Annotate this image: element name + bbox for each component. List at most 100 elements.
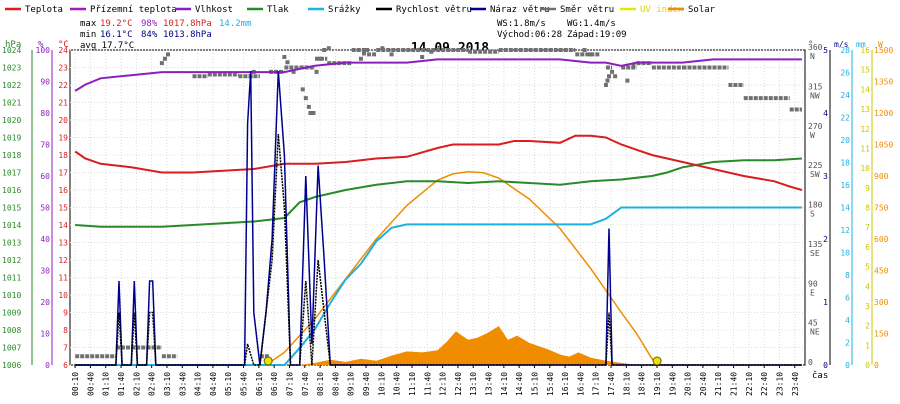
tick-mm: 14 bbox=[840, 204, 850, 213]
solar-line bbox=[75, 171, 802, 366]
x-tick-label: 11:40 bbox=[423, 372, 432, 396]
wind-dir-point bbox=[362, 51, 366, 56]
x-tick-label: 08:10 bbox=[316, 372, 325, 396]
tick-pct: 0 bbox=[45, 361, 50, 370]
stat-min-press: 1013.8hPa bbox=[163, 30, 212, 40]
x-tick-label: 05:40 bbox=[240, 372, 249, 396]
tick-mm: 4 bbox=[845, 316, 850, 325]
legend-label: Srážky bbox=[328, 5, 361, 15]
tick-mm: 22 bbox=[840, 114, 850, 123]
legend-label: UV index bbox=[640, 5, 684, 15]
tick-hpa: 1008 bbox=[2, 326, 21, 335]
tick-uv: 7 bbox=[865, 223, 870, 232]
axis-label-w: W bbox=[878, 40, 883, 49]
tick-uv: 14 bbox=[860, 85, 870, 94]
tick-pct: 80 bbox=[40, 109, 50, 118]
tick-mm: 8 bbox=[845, 271, 850, 280]
x-tick-label: 08:40 bbox=[331, 372, 340, 396]
wind-dir-point bbox=[613, 74, 618, 79]
tick-dir: 90 bbox=[808, 279, 818, 288]
x-tick-label: 15:40 bbox=[546, 372, 555, 396]
axis-label-degc: °C bbox=[58, 40, 69, 50]
tick-dir: 45 bbox=[808, 319, 818, 328]
x-tick-label: 04:10 bbox=[194, 372, 203, 396]
tick-ms: 5 bbox=[823, 46, 828, 55]
x-tick-label: 13:40 bbox=[485, 372, 494, 396]
x-tick-label: 17:10 bbox=[592, 372, 601, 396]
tick-uv: 6 bbox=[865, 243, 870, 252]
wind-dir-point bbox=[380, 46, 385, 51]
tick-hpa: 1009 bbox=[2, 309, 21, 318]
tick-w: 1200 bbox=[874, 109, 893, 118]
stat-max-hum: 98% bbox=[141, 19, 158, 29]
tick-uv: 4 bbox=[865, 282, 870, 291]
x-tick-label: 09:40 bbox=[362, 372, 371, 396]
tick-uv: 13 bbox=[860, 105, 870, 114]
tick-degc: 18 bbox=[58, 151, 68, 160]
x-tick-label: 07:10 bbox=[285, 372, 294, 396]
tick-degc: 20 bbox=[58, 116, 68, 125]
tick-w: 0 bbox=[874, 361, 879, 370]
tick-hpa: 1022 bbox=[2, 81, 21, 90]
legend-label: Náraz větru bbox=[490, 5, 550, 15]
x-tick-label: 20:40 bbox=[699, 372, 708, 396]
tick-w: 1050 bbox=[874, 141, 893, 150]
wind-dir-point bbox=[162, 56, 167, 61]
stat-min-hum: 84% bbox=[141, 30, 158, 40]
tick-hpa: 1010 bbox=[2, 291, 21, 300]
wind-dir-point bbox=[291, 69, 296, 74]
tick-uv: 8 bbox=[865, 204, 870, 213]
tick-mm: 26 bbox=[840, 69, 850, 78]
axis-label-dir: ° bbox=[808, 40, 813, 50]
wind-dir-point bbox=[582, 48, 587, 52]
wind-dir-point bbox=[607, 74, 611, 79]
tick-w: 300 bbox=[874, 298, 889, 307]
wind-dir-point bbox=[420, 55, 425, 59]
legend-label: Vlhkost bbox=[195, 5, 233, 15]
x-tick-label: 19:40 bbox=[668, 372, 677, 396]
x-tick-label: 22:40 bbox=[760, 372, 769, 396]
tick-uv: 0 bbox=[865, 361, 870, 370]
tick-dir: 225 bbox=[808, 161, 823, 170]
wind-dir-point bbox=[625, 78, 630, 83]
tick-pct: 70 bbox=[40, 141, 50, 150]
wind-dir-point bbox=[631, 63, 636, 68]
tick-degc: 12 bbox=[58, 256, 68, 265]
tick-dir: 135 bbox=[808, 240, 823, 249]
x-tick-label: 10:40 bbox=[393, 372, 402, 396]
legend-label: Směr větru bbox=[560, 5, 614, 15]
tick-mm: 24 bbox=[840, 91, 850, 100]
stat-max-temp: 19.2°C bbox=[100, 19, 133, 29]
tick-hpa: 1017 bbox=[2, 169, 21, 178]
stat-avg: avg 17.7°C bbox=[80, 41, 134, 51]
tick-uv: 11 bbox=[860, 144, 870, 153]
tick-degc: 22 bbox=[58, 81, 68, 90]
x-tick-label: 05:10 bbox=[224, 372, 233, 396]
x-tick-label: 09:10 bbox=[347, 372, 356, 396]
info-sunset: Západ:19:09 bbox=[567, 30, 627, 40]
x-tick-label: 18:10 bbox=[622, 372, 631, 396]
tick-dir-compass: W bbox=[810, 131, 815, 140]
x-tick-label: 01:40 bbox=[117, 372, 126, 396]
x-axis-label: čas bbox=[812, 370, 828, 381]
tick-w: 750 bbox=[874, 204, 889, 213]
stat-min-label: min bbox=[80, 30, 96, 40]
tick-dir: 180 bbox=[808, 201, 823, 210]
tick-dir: 0 bbox=[808, 358, 813, 367]
tick-degc: 14 bbox=[58, 221, 68, 230]
tick-dir-compass: N bbox=[810, 52, 815, 61]
stat-max-rain: 14.2mm bbox=[219, 19, 252, 29]
wind-dir-point bbox=[285, 60, 290, 65]
tick-degc: 11 bbox=[58, 274, 68, 283]
wind-dir-point bbox=[358, 56, 363, 61]
x-tick-label: 15:10 bbox=[530, 372, 539, 396]
x-tick-label: 10:10 bbox=[377, 372, 386, 396]
tick-uv: 5 bbox=[865, 263, 870, 272]
axis-label-pct: % bbox=[38, 40, 44, 50]
wind-dir-point bbox=[314, 69, 319, 74]
wind-dir-point bbox=[389, 52, 394, 57]
x-tick-label: 07:40 bbox=[301, 372, 310, 396]
x-tick-label: 16:40 bbox=[576, 372, 585, 396]
